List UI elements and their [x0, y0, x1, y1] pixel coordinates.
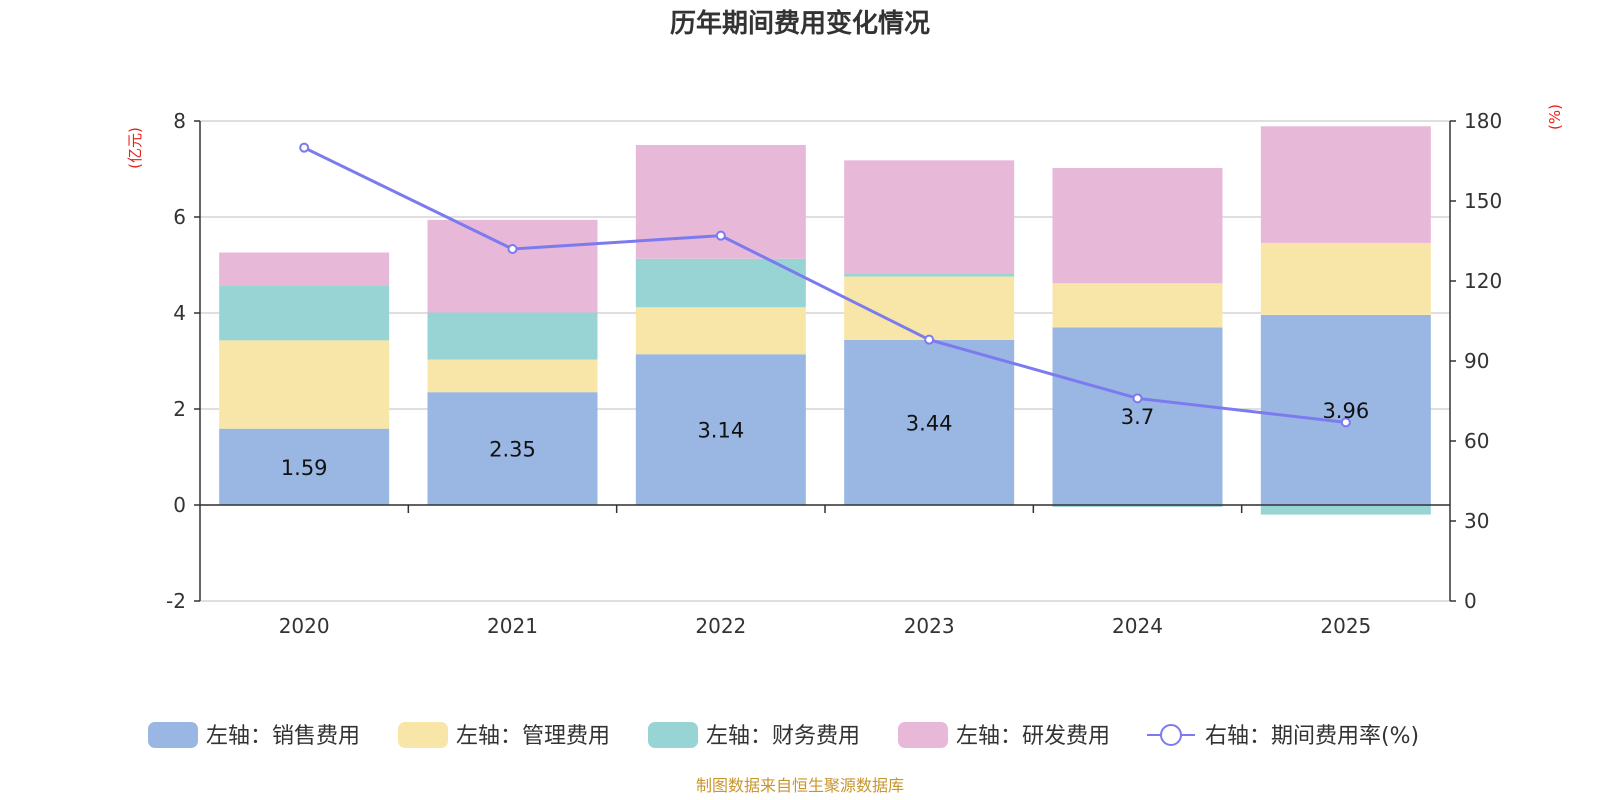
bar-segment	[1052, 283, 1223, 328]
data-source-note: 制图数据来自恒生聚源数据库	[696, 776, 904, 795]
bar-segment	[844, 273, 1015, 277]
right-axis-tick-label: 120	[1464, 269, 1502, 293]
rate-line-point	[507, 244, 518, 254]
left-axis-tick-label: 8	[173, 109, 186, 133]
bar-data-label: 2.35	[489, 438, 536, 462]
bar-data-label: 1.59	[281, 456, 328, 480]
bar-segment	[219, 428, 390, 505]
bar-segment	[1260, 314, 1431, 505]
chart-title: 历年期间费用变化情况	[670, 8, 930, 39]
legend-label: 右轴：期间费用率(%)	[1205, 724, 1419, 749]
bar-segment	[427, 392, 598, 505]
bar-segment	[1052, 327, 1223, 505]
x-axis-tick-label: 2025	[1320, 614, 1371, 638]
bar-segment	[1052, 168, 1223, 284]
legend-label: 左轴：研发费用	[956, 724, 1110, 749]
legend-swatch	[898, 722, 948, 748]
bar-series	[219, 126, 1431, 515]
rate-line-point	[924, 334, 935, 345]
bar-segment	[1260, 126, 1431, 243]
legend-line-marker-dot	[1160, 724, 1182, 746]
bar-segment	[1260, 242, 1431, 315]
left-axis-tick-label: 0	[173, 493, 186, 517]
bar-segment	[635, 145, 806, 259]
rate-line-point	[1132, 393, 1143, 404]
x-axis-tick-label: 2023	[904, 614, 955, 638]
x-axis-tick-label: 2021	[487, 614, 538, 638]
rate-line-point	[299, 142, 310, 153]
right-axis-unit: (%)	[1546, 104, 1564, 130]
legend-swatch	[148, 722, 198, 748]
rate-line	[303, 146, 1347, 424]
bar-segment	[219, 285, 390, 341]
left-axis-tick-label: 4	[173, 301, 186, 325]
bar-segment	[844, 276, 1015, 340]
bar-segment	[635, 307, 806, 355]
bar-data-label: 3.96	[1322, 399, 1369, 423]
right-axis-tick-label: 30	[1464, 509, 1489, 533]
bar-segment	[1260, 505, 1431, 515]
legend-label: 左轴：销售费用	[206, 724, 360, 749]
legend-label: 左轴：财务费用	[706, 724, 860, 749]
bar-segment	[219, 252, 390, 286]
bar-segment	[844, 339, 1015, 505]
rate-line-series	[299, 142, 1351, 428]
left-axis-tick-label: 6	[173, 205, 186, 229]
bar-segment	[1052, 505, 1223, 507]
x-axis-tick-label: 2020	[279, 614, 330, 638]
right-axis-tick-label: 60	[1464, 429, 1489, 453]
left-axis-tick-label: -2	[166, 589, 186, 613]
data-labels: 1.59 2.35 3.14 3.44 3.7 3.96	[281, 399, 1369, 480]
rate-line-point	[1340, 417, 1351, 428]
legend-swatch	[648, 722, 698, 748]
bar-data-label: 3.14	[697, 419, 744, 443]
left-axis-unit: (亿元)	[126, 127, 144, 169]
bar-segment	[635, 354, 806, 505]
x-axis-tick-label: 2022	[695, 614, 746, 638]
legend-label: 左轴：管理费用	[456, 724, 610, 749]
bar-data-label: 3.7	[1121, 405, 1154, 429]
bar-segment	[635, 258, 806, 308]
legend-swatch	[398, 722, 448, 748]
right-axis-tick-label: 90	[1464, 349, 1489, 373]
x-axis-tick-label: 2024	[1112, 614, 1163, 638]
left-axis-tick-label: 2	[173, 397, 186, 421]
right-axis-tick-label: 150	[1464, 189, 1502, 213]
legend: 左轴：销售费用 左轴：管理费用 左轴：财务费用 左轴：研发费用 右轴：期间费用率(%)	[148, 722, 1419, 749]
right-axis-tick-label: 0	[1464, 589, 1477, 613]
bar-data-label: 3.44	[906, 411, 953, 435]
rate-line-point	[715, 230, 726, 241]
axes: -2 0 2 4 6 8 0 30 60 90 120 150 180 2020 2021 2022 2023 2…	[166, 109, 1502, 638]
bar-segment	[427, 359, 598, 393]
bar-segment	[427, 219, 598, 313]
bar-segment	[219, 340, 390, 429]
bar-segment	[844, 160, 1015, 274]
right-axis-tick-label: 180	[1464, 109, 1502, 133]
bar-segment	[427, 312, 598, 360]
